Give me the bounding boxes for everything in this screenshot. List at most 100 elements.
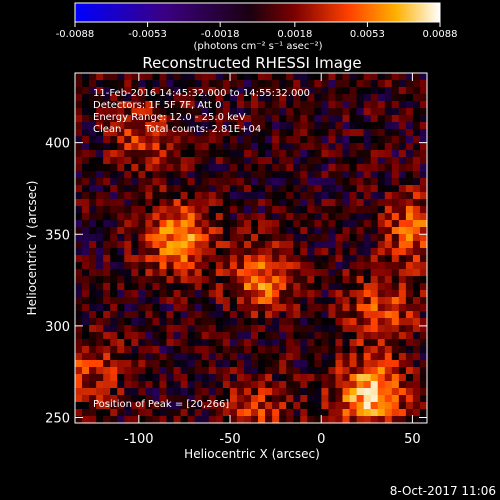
heatmap-cell (356, 80, 364, 88)
heatmap-cell (370, 150, 379, 158)
heatmap-cell (194, 290, 203, 298)
heatmap-cell (180, 164, 188, 172)
heatmap-cell (243, 297, 252, 305)
heatmap-cell (251, 290, 259, 298)
heatmap-cell (349, 311, 357, 319)
heatmap-cell (349, 241, 357, 249)
heatmap-cell (201, 409, 210, 417)
heatmap-cell (159, 255, 167, 263)
heatmap-cell (286, 353, 294, 361)
heatmap-cell (377, 262, 386, 270)
heatmap-cell (356, 73, 364, 81)
heatmap-cell (236, 381, 245, 389)
heatmap-cell (300, 122, 308, 130)
heatmap-cell (187, 87, 195, 95)
heatmap-cell (222, 129, 231, 137)
heatmap-cell (173, 409, 181, 417)
heatmap-cell (391, 388, 400, 396)
heatmap-cell (377, 227, 386, 235)
heatmap-cell (131, 73, 139, 81)
heatmap-cell (173, 346, 181, 354)
heatmap-cell (314, 206, 322, 214)
heatmap-cell (412, 206, 421, 214)
heatmap-cell (286, 87, 294, 95)
heatmap-cell (173, 129, 181, 137)
heatmap-cell (138, 157, 146, 165)
heatmap-cell (419, 388, 428, 396)
heatmap-cell (159, 409, 167, 417)
heatmap-cell (159, 94, 167, 102)
heatmap-cell (272, 108, 280, 116)
heatmap-cell (251, 129, 259, 137)
heatmap-cell (222, 339, 231, 347)
heatmap-cell (180, 143, 188, 151)
heatmap-cell (173, 220, 181, 228)
heatmap-cell (419, 409, 428, 417)
heatmap-cell (152, 136, 160, 144)
heatmap-cell (363, 171, 371, 179)
heatmap-cell (215, 402, 224, 410)
heatmap-cell (335, 80, 343, 88)
heatmap-cell (194, 73, 203, 81)
heatmap-cell (286, 178, 294, 186)
heatmap-cell (222, 353, 231, 361)
heatmap-cell (251, 164, 259, 172)
heatmap-cell (201, 101, 210, 109)
heatmap-cell (384, 73, 393, 81)
heatmap-cell (243, 206, 252, 214)
heatmap-cell (272, 304, 280, 312)
heatmap-cell (363, 388, 371, 396)
heatmap-cell (293, 416, 301, 424)
heatmap-cell (166, 136, 174, 144)
heatmap-cell (300, 283, 308, 291)
heatmap-cell (328, 115, 336, 123)
heatmap-cell (180, 185, 188, 193)
heatmap-cell (222, 318, 231, 326)
heatmap-cell (201, 136, 210, 144)
heatmap-cell (370, 297, 379, 305)
heatmap-cell (370, 255, 379, 263)
heatmap-cell (131, 339, 139, 347)
annotation-energy-range: Energy Range: 12.0 - 25.0 keV (93, 112, 246, 123)
heatmap-cell (349, 374, 357, 382)
heatmap-cell (286, 276, 294, 284)
heatmap-cell (293, 339, 301, 347)
heatmap-cell (279, 297, 287, 305)
heatmap-cell (243, 381, 252, 389)
heatmap-cell (201, 185, 210, 193)
heatmap-cell (194, 192, 203, 200)
heatmap-cell (398, 283, 407, 291)
heatmap-cell (251, 276, 259, 284)
heatmap-cell (314, 402, 322, 410)
heatmap-cell (187, 360, 195, 368)
heatmap-cell (384, 360, 393, 368)
heatmap-cell (103, 409, 111, 417)
heatmap-cell (180, 108, 188, 116)
heatmap-cell (82, 276, 90, 284)
heatmap-cell (124, 311, 132, 319)
heatmap-cell (194, 101, 203, 109)
heatmap-cell (236, 360, 245, 368)
heatmap-cell (110, 199, 118, 207)
heatmap-cell (229, 73, 238, 81)
heatmap-cell (222, 94, 231, 102)
heatmap-cell (159, 185, 167, 193)
heatmap-cell (166, 213, 174, 221)
heatmap-cell (356, 332, 364, 340)
heatmap-cell (236, 73, 245, 81)
heatmap-cell (145, 374, 153, 382)
heatmap-cell (342, 80, 350, 88)
heatmap-cell (82, 143, 90, 151)
heatmap-cell (272, 381, 280, 389)
heatmap-cell (335, 262, 343, 270)
heatmap-cell (152, 311, 160, 319)
heatmap-cell (300, 150, 308, 158)
heatmap-cell (89, 374, 97, 382)
heatmap-cell (356, 248, 364, 256)
heatmap-cell (405, 178, 414, 186)
heatmap-cell (82, 87, 90, 95)
heatmap-cell (391, 276, 400, 284)
heatmap-cell (314, 304, 322, 312)
heatmap-cell (370, 73, 379, 81)
heatmap-cell (279, 143, 287, 151)
